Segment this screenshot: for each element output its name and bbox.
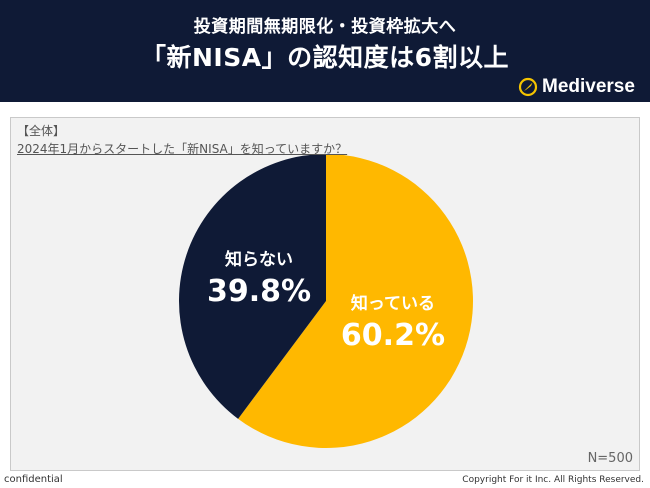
survey-panel: 知っている 60.2% 知らない 39.8% 【全体】 2024年1月からスタートした… (10, 117, 640, 471)
header-banner: 投資期間無期限化・投資枠拡大へ 「新NISA」の認知度は6割以上 Mediver… (0, 0, 650, 102)
copyright-text: Copyright For it Inc. All Rights Reserve… (462, 475, 644, 485)
slice-label-1: 知らない (224, 249, 293, 270)
brand-name: Mediverse (542, 76, 635, 97)
survey-question: 2024年1月からスタートした「新NISA」を知っていますか？ (17, 142, 348, 156)
header-title: 「新NISA」の認知度は6割以上 (141, 43, 509, 72)
slice-value-0: 60.2% (341, 318, 445, 353)
segment-tag: 【全体】 (17, 124, 66, 138)
slice-label-0: 知っている (350, 293, 435, 314)
slice-value-1: 39.8% (207, 274, 311, 309)
sample-size: N=500 (587, 451, 633, 466)
pie-chart: 知っている 60.2% 知らない 39.8% (178, 154, 473, 448)
pie-slice-0 (238, 154, 473, 448)
pie-slice-1 (178, 154, 326, 419)
compass-logo-icon (518, 77, 538, 97)
brand-logo: Mediverse (518, 76, 635, 98)
header-subtitle: 投資期間無期限化・投資枠拡大へ (193, 17, 457, 37)
confidential-label: confidential (4, 474, 63, 485)
